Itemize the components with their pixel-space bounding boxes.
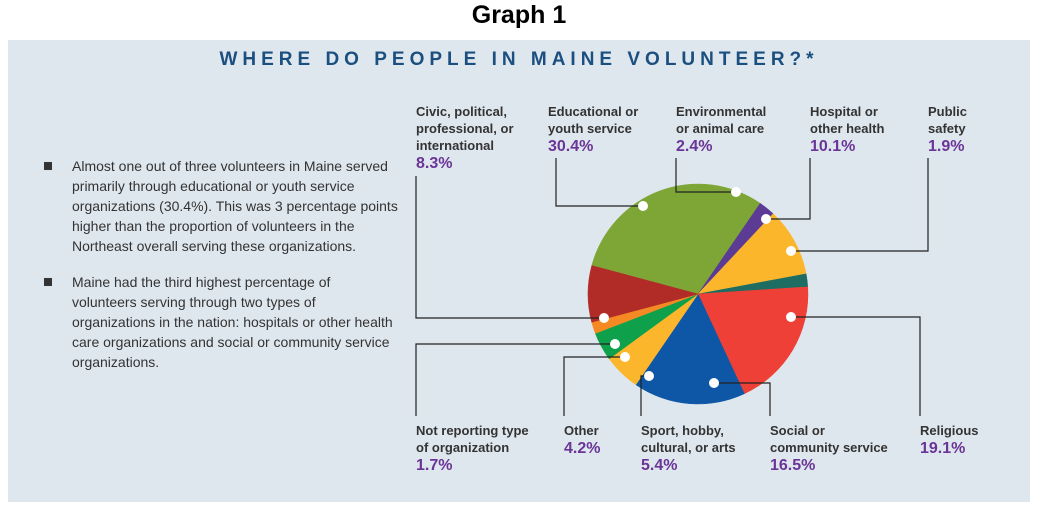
leader-line	[791, 316, 921, 416]
slice-category-text: Social or	[770, 423, 825, 438]
slice-marker-dot	[786, 312, 796, 322]
slice-value-text: 1.7%	[416, 457, 453, 474]
slice-label: Hospital or other health 10.1%	[810, 103, 884, 156]
slice-category-text: or animal care	[676, 121, 765, 136]
slice-value-text: 19.1%	[920, 440, 966, 457]
slice-category-text: Religious	[920, 423, 979, 438]
graph-label: Graph 1	[471, 1, 567, 29]
pie-slice	[587, 265, 699, 323]
slice-category-text: Educational or	[548, 104, 639, 119]
slice-value-text: 10.1%	[810, 138, 856, 155]
slice-label: Environmental or animal care 2.4%	[676, 103, 766, 156]
pie-slices	[587, 183, 809, 405]
slice-category-text: Civic, political,	[416, 104, 508, 119]
slice-category-text: Hospital or	[810, 104, 878, 119]
leader-line	[766, 158, 811, 220]
slice-label: Public safety 1.9%	[928, 103, 967, 156]
bullet-item: Almost one out of three volunteers in Ma…	[38, 156, 398, 256]
slice-category-text: community service	[770, 440, 888, 455]
slice-label: Civic, political, professional, or interna…	[416, 103, 514, 173]
slice-marker-dot	[644, 371, 654, 381]
pie-slice	[697, 286, 809, 395]
leader-line	[555, 158, 643, 207]
square-bullet-icon	[44, 162, 52, 170]
leader-line	[714, 382, 771, 416]
slice-value-text: 2.4%	[676, 138, 713, 155]
slice-label: Religious 19.1%	[920, 422, 979, 458]
slice-category-text: Environmental	[676, 104, 767, 119]
slice-category-text: cultural, or arts	[641, 440, 736, 455]
bullet-text: Maine had the third highest percentage o…	[72, 274, 393, 370]
leader-lines	[415, 158, 929, 416]
bullet-list: Almost one out of three volunteers in Ma…	[38, 156, 398, 388]
leader-line	[563, 356, 625, 416]
chart-panel: WHERE DO PEOPLE IN MAINE VOLUNTEER?* Alm…	[8, 40, 1030, 502]
slice-value-text: 30.4%	[548, 138, 594, 155]
slice-label: Sport, hobby, cultural, or arts 5.4%	[641, 422, 736, 475]
pie-chart	[415, 158, 929, 416]
slice-marker-dot	[709, 378, 719, 388]
slice-category-text: international	[416, 138, 495, 153]
slice-category-text: youth service	[548, 121, 632, 136]
slice-category-text: Sport, hobby,	[641, 423, 724, 438]
leader-line	[791, 158, 929, 252]
pie-slice	[635, 293, 745, 405]
bullet-item: Maine had the third highest percentage o…	[38, 272, 398, 372]
slice-category-text: of organization	[416, 440, 510, 455]
slice-marker-dot	[638, 201, 648, 211]
slice-category-text: other health	[810, 121, 885, 136]
slice-label: Other 4.2%	[564, 422, 600, 458]
leader-line	[415, 176, 604, 319]
slice-value-text: 5.4%	[641, 457, 678, 474]
slice-category-text: Other	[564, 423, 599, 438]
slice-marker-dot	[599, 313, 609, 323]
leader-line	[675, 158, 736, 193]
leader-line	[415, 343, 615, 416]
slice-marker-dot	[731, 187, 741, 197]
slice-marker-dot	[786, 246, 796, 256]
slice-markers	[599, 187, 796, 388]
chart-title: WHERE DO PEOPLE IN MAINE VOLUNTEER?*	[219, 49, 819, 70]
slice-marker-dot	[620, 352, 630, 362]
slice-value-text: 4.2%	[564, 440, 601, 457]
slice-category-text: professional, or	[416, 121, 514, 136]
slice-category-text: Not reporting type	[416, 423, 529, 438]
slice-value-text: 8.3%	[416, 155, 453, 172]
slice-label: Not reporting type of organization 1.7%	[416, 422, 529, 475]
slice-label: Educational or youth service 30.4%	[548, 103, 638, 156]
slice-label: Social or community service 16.5%	[770, 422, 888, 475]
slice-marker-dot	[610, 339, 620, 349]
square-bullet-icon	[44, 278, 52, 286]
slice-value-text: 16.5%	[770, 457, 816, 474]
bullet-text: Almost one out of three volunteers in Ma…	[72, 158, 398, 254]
slice-value-text: 1.9%	[928, 138, 965, 155]
slice-category-text: safety	[928, 121, 966, 136]
slice-category-text: Public	[928, 104, 968, 119]
slice-marker-dot	[761, 214, 771, 224]
